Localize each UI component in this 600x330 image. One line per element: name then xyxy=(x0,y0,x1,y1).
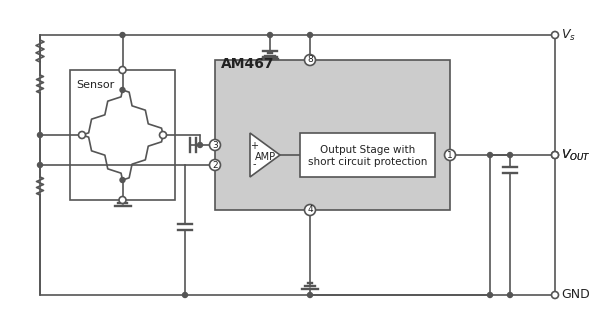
Circle shape xyxy=(445,149,455,160)
Circle shape xyxy=(551,291,559,299)
Circle shape xyxy=(508,292,512,298)
Circle shape xyxy=(209,159,221,171)
Text: 2: 2 xyxy=(212,160,218,170)
Circle shape xyxy=(37,133,43,138)
Circle shape xyxy=(37,162,43,168)
Text: short circuit protection: short circuit protection xyxy=(308,157,427,167)
Circle shape xyxy=(161,133,166,138)
Circle shape xyxy=(551,151,559,158)
Text: AMP: AMP xyxy=(254,152,275,162)
Text: Sensor: Sensor xyxy=(76,80,114,90)
Text: +: + xyxy=(250,141,258,151)
Circle shape xyxy=(120,178,125,182)
Circle shape xyxy=(120,32,125,38)
Polygon shape xyxy=(250,133,280,177)
Circle shape xyxy=(308,292,313,298)
Text: 8: 8 xyxy=(307,55,313,64)
Circle shape xyxy=(508,152,512,157)
Text: -: - xyxy=(252,159,256,169)
Bar xyxy=(215,60,450,210)
Circle shape xyxy=(79,133,85,138)
Circle shape xyxy=(305,205,316,215)
Circle shape xyxy=(79,131,86,139)
Text: Output Stage with: Output Stage with xyxy=(320,145,415,155)
Circle shape xyxy=(120,87,125,92)
Text: 1: 1 xyxy=(447,150,453,159)
Circle shape xyxy=(182,292,187,298)
Circle shape xyxy=(308,32,313,38)
Text: 3: 3 xyxy=(212,141,218,149)
Circle shape xyxy=(119,67,126,74)
Circle shape xyxy=(160,131,167,139)
Text: AM467: AM467 xyxy=(221,57,275,71)
Text: $V_s$: $V_s$ xyxy=(561,27,576,43)
Circle shape xyxy=(197,143,203,148)
Text: $V_{OUT}$: $V_{OUT}$ xyxy=(561,148,591,163)
Text: 4: 4 xyxy=(307,206,313,214)
Circle shape xyxy=(487,292,493,298)
Circle shape xyxy=(119,196,126,204)
Circle shape xyxy=(487,152,493,157)
Circle shape xyxy=(305,54,316,65)
Bar xyxy=(300,133,435,177)
Circle shape xyxy=(268,32,272,38)
Circle shape xyxy=(551,151,559,158)
Circle shape xyxy=(551,31,559,39)
Text: GND: GND xyxy=(561,288,590,302)
Text: $V_{OUT}$: $V_{OUT}$ xyxy=(561,148,591,163)
Bar xyxy=(70,70,175,200)
Circle shape xyxy=(209,140,221,150)
